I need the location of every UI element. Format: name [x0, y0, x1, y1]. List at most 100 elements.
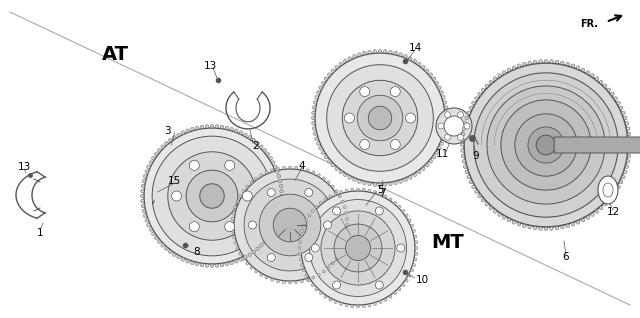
Ellipse shape	[561, 61, 564, 65]
Ellipse shape	[464, 123, 470, 129]
Ellipse shape	[463, 165, 467, 169]
Ellipse shape	[591, 213, 595, 216]
Ellipse shape	[429, 73, 433, 76]
Ellipse shape	[442, 137, 445, 140]
Ellipse shape	[342, 80, 418, 156]
Ellipse shape	[485, 84, 488, 87]
Ellipse shape	[442, 96, 445, 99]
Ellipse shape	[246, 185, 249, 188]
Ellipse shape	[604, 84, 607, 87]
Ellipse shape	[271, 169, 274, 172]
Ellipse shape	[243, 191, 252, 201]
Ellipse shape	[544, 227, 548, 231]
Ellipse shape	[303, 224, 305, 227]
Ellipse shape	[189, 222, 199, 232]
Ellipse shape	[555, 60, 559, 64]
Ellipse shape	[242, 190, 245, 193]
Ellipse shape	[152, 232, 155, 235]
Ellipse shape	[374, 302, 376, 306]
Ellipse shape	[312, 111, 316, 114]
Ellipse shape	[329, 298, 332, 301]
Ellipse shape	[444, 116, 464, 136]
Ellipse shape	[161, 244, 164, 247]
Ellipse shape	[310, 200, 406, 296]
Ellipse shape	[191, 261, 194, 265]
Ellipse shape	[415, 241, 418, 244]
Ellipse shape	[186, 259, 189, 263]
Ellipse shape	[621, 175, 625, 179]
Ellipse shape	[360, 86, 370, 97]
Ellipse shape	[305, 189, 313, 197]
Ellipse shape	[607, 88, 611, 92]
Ellipse shape	[481, 88, 484, 92]
Ellipse shape	[327, 266, 330, 269]
Ellipse shape	[440, 91, 444, 94]
Ellipse shape	[186, 129, 189, 132]
Ellipse shape	[231, 230, 234, 232]
Ellipse shape	[399, 53, 403, 56]
Ellipse shape	[317, 142, 320, 145]
Ellipse shape	[586, 71, 589, 74]
Ellipse shape	[404, 55, 407, 58]
Ellipse shape	[334, 192, 337, 196]
Ellipse shape	[404, 178, 407, 181]
Ellipse shape	[260, 174, 263, 177]
Ellipse shape	[145, 170, 148, 173]
Ellipse shape	[327, 181, 330, 184]
Ellipse shape	[312, 116, 315, 120]
Ellipse shape	[383, 50, 387, 53]
Ellipse shape	[523, 62, 526, 66]
Ellipse shape	[508, 218, 511, 222]
Ellipse shape	[464, 63, 628, 227]
Ellipse shape	[248, 135, 252, 139]
Ellipse shape	[474, 73, 618, 217]
Ellipse shape	[332, 185, 334, 188]
Ellipse shape	[335, 66, 339, 69]
Ellipse shape	[280, 189, 284, 193]
Ellipse shape	[276, 170, 279, 173]
Ellipse shape	[414, 258, 417, 261]
Ellipse shape	[600, 80, 603, 84]
Ellipse shape	[303, 269, 305, 272]
Ellipse shape	[339, 252, 341, 255]
Ellipse shape	[517, 64, 521, 67]
Ellipse shape	[308, 214, 311, 217]
Ellipse shape	[517, 223, 521, 226]
Ellipse shape	[312, 121, 316, 125]
Text: 15: 15	[168, 176, 181, 186]
Ellipse shape	[168, 138, 172, 142]
Ellipse shape	[462, 160, 466, 163]
Ellipse shape	[410, 224, 413, 227]
Ellipse shape	[234, 241, 237, 244]
Ellipse shape	[307, 278, 309, 281]
Ellipse shape	[143, 175, 147, 178]
Ellipse shape	[294, 281, 298, 284]
Ellipse shape	[356, 305, 360, 308]
Ellipse shape	[417, 62, 421, 66]
Ellipse shape	[394, 292, 397, 295]
Ellipse shape	[348, 57, 351, 60]
Ellipse shape	[444, 106, 447, 109]
Ellipse shape	[274, 223, 277, 227]
Ellipse shape	[478, 194, 481, 198]
Ellipse shape	[346, 224, 349, 226]
Ellipse shape	[345, 235, 348, 238]
Ellipse shape	[487, 86, 605, 204]
Ellipse shape	[339, 190, 342, 194]
Ellipse shape	[489, 206, 493, 210]
Text: 14: 14	[408, 43, 422, 53]
Ellipse shape	[512, 66, 516, 69]
Ellipse shape	[458, 134, 463, 140]
Ellipse shape	[154, 152, 158, 156]
Ellipse shape	[373, 50, 376, 53]
Ellipse shape	[353, 55, 356, 58]
Ellipse shape	[312, 171, 315, 174]
Ellipse shape	[334, 301, 337, 304]
Ellipse shape	[277, 214, 281, 218]
Ellipse shape	[235, 259, 238, 263]
Ellipse shape	[595, 210, 599, 213]
Ellipse shape	[277, 175, 281, 178]
Ellipse shape	[493, 210, 497, 213]
Ellipse shape	[157, 240, 161, 243]
Ellipse shape	[389, 198, 392, 201]
